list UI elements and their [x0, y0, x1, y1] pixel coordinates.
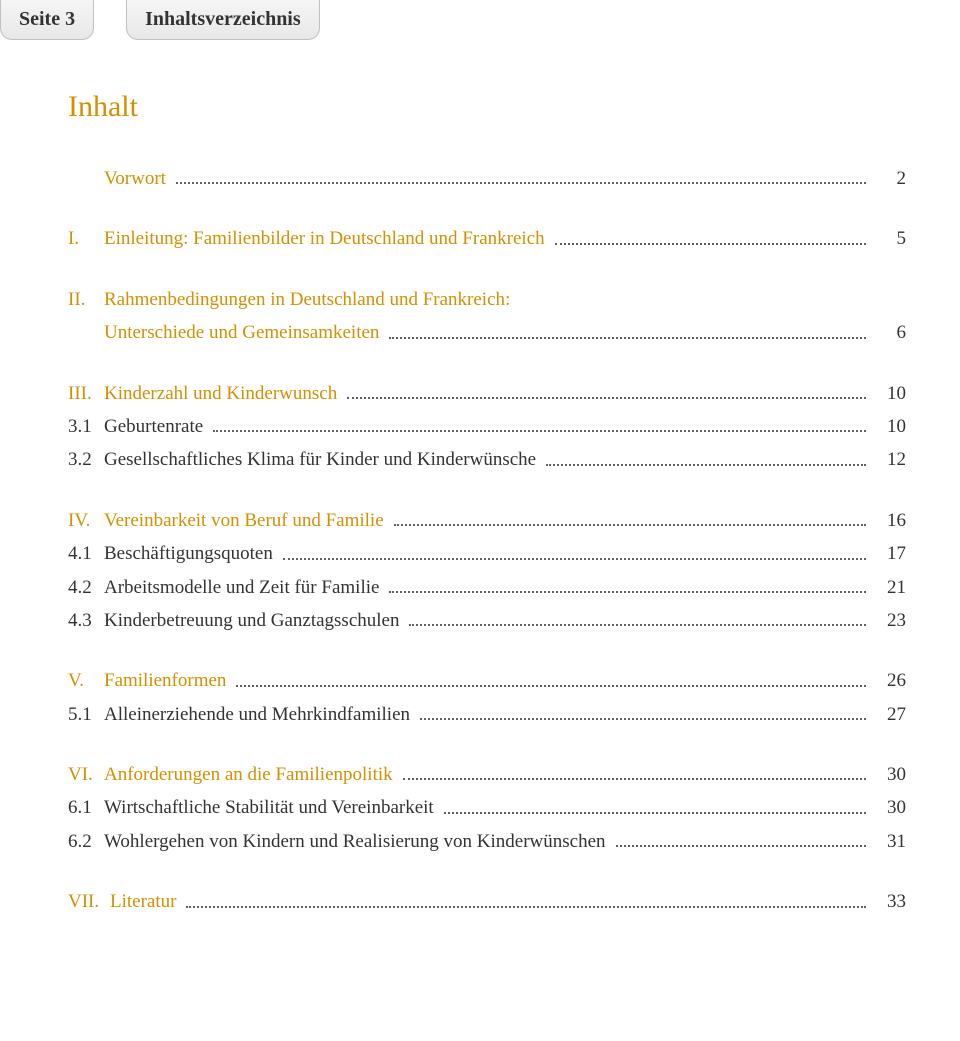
toc-leader: [420, 718, 866, 720]
toc-leader: [546, 464, 866, 466]
toc-number: VII.: [68, 887, 110, 917]
toc-label: Alleinerziehende und Mehrkindfamilien: [104, 700, 416, 730]
toc-entry-vorwort[interactable]: Vorwort 2: [68, 164, 906, 194]
toc-label: Einleitung: Familienbilder in Deutschlan…: [104, 224, 551, 254]
tab-section: Inhaltsverzeichnis: [126, 0, 320, 40]
toc-page: 17: [870, 539, 906, 569]
toc-label: Vorwort: [104, 164, 172, 194]
toc-entry-1[interactable]: I. Einleitung: Familienbilder in Deutsch…: [68, 224, 906, 254]
toc-leader: [555, 243, 866, 245]
header-tabs: Seite 3 Inhaltsverzeichnis: [0, 0, 320, 40]
toc-label: Wirtschaftliche Stabilität und Vereinbar…: [104, 793, 440, 823]
toc-number: 6.2: [68, 827, 104, 857]
toc-label: Wohlergehen von Kindern und Realisierung…: [104, 827, 612, 857]
toc-label: Rahmenbedingungen in Deutschland und Fra…: [104, 285, 516, 315]
toc-number: III.: [68, 379, 104, 409]
toc-leader: [283, 558, 866, 560]
toc-number: 4.1: [68, 539, 104, 569]
toc-number: VI.: [68, 760, 104, 790]
toc-entry-3-2[interactable]: 3.2 Gesellschaftliches Klima für Kinder …: [68, 445, 906, 475]
toc-entry-6-1[interactable]: 6.1 Wirtschaftliche Stabilität und Verei…: [68, 793, 906, 823]
toc-leader: [444, 812, 866, 814]
tab-page: Seite 3: [0, 0, 94, 40]
toc-entry-5[interactable]: V. Familienformen 26: [68, 666, 906, 696]
toc-entry-7[interactable]: VII. Literatur 33: [68, 887, 906, 917]
toc-number: IV.: [68, 506, 104, 536]
toc-number: 4.3: [68, 606, 104, 636]
toc-leader: [236, 685, 866, 687]
toc-page: 12: [870, 445, 906, 475]
toc-number: 3.2: [68, 445, 104, 475]
content-area: Inhalt Vorwort 2 I. Einleitung: Familien…: [0, 0, 960, 988]
toc-leader: [394, 524, 866, 526]
toc-label: Geburtenrate: [104, 412, 209, 442]
toc-label: Beschäftigungsquoten: [104, 539, 279, 569]
toc-number: II.: [68, 285, 104, 315]
toc-entry-6-2[interactable]: 6.2 Wohlergehen von Kindern und Realisie…: [68, 827, 906, 857]
toc-entry-2-line1[interactable]: II. Rahmenbedingungen in Deutschland und…: [68, 285, 906, 315]
toc-entry-5-1[interactable]: 5.1 Alleinerziehende und Mehrkindfamilie…: [68, 700, 906, 730]
toc-page: 30: [870, 760, 906, 790]
toc-number: 6.1: [68, 793, 104, 823]
toc-leader: [213, 430, 866, 432]
toc-page: 30: [870, 793, 906, 823]
toc-page: 2: [870, 164, 906, 194]
toc-number: 3.1: [68, 412, 104, 442]
toc-page: 10: [870, 412, 906, 442]
toc-leader: [347, 397, 866, 399]
toc-entry-6[interactable]: VI. Anforderungen an die Familienpolitik…: [68, 760, 906, 790]
toc-leader: [176, 182, 866, 184]
toc-label: Arbeitsmodelle und Zeit für Familie: [104, 573, 385, 603]
toc-label: Vereinbarkeit von Beruf und Familie: [104, 506, 390, 536]
toc-page: 6: [870, 318, 906, 348]
toc-leader: [409, 624, 866, 626]
toc-label: Kinderbetreuung und Ganztagsschulen: [104, 606, 405, 636]
page-title: Inhalt: [68, 90, 906, 124]
toc-number: V.: [68, 666, 104, 696]
toc-page: 10: [870, 379, 906, 409]
toc-entry-4-2[interactable]: 4.2 Arbeitsmodelle und Zeit für Familie …: [68, 573, 906, 603]
toc-label: Unterschiede und Gemeinsamkeiten: [104, 318, 385, 348]
table-of-contents: Vorwort 2 I. Einleitung: Familienbilder …: [68, 164, 906, 918]
toc-label: Literatur: [110, 887, 182, 917]
toc-page: 21: [870, 573, 906, 603]
toc-label: Gesellschaftliches Klima für Kinder und …: [104, 445, 542, 475]
toc-label: Anforderungen an die Familienpolitik: [104, 760, 399, 790]
toc-page: 26: [870, 666, 906, 696]
toc-entry-2-line2[interactable]: Unterschiede und Gemeinsamkeiten 6: [68, 318, 906, 348]
toc-leader: [186, 906, 866, 908]
toc-label: Familienformen: [104, 666, 232, 696]
toc-number: 4.2: [68, 573, 104, 603]
toc-leader: [389, 591, 866, 593]
toc-number: I.: [68, 224, 104, 254]
toc-page: 31: [870, 827, 906, 857]
toc-entry-4[interactable]: IV. Vereinbarkeit von Beruf und Familie …: [68, 506, 906, 536]
toc-page: 23: [870, 606, 906, 636]
toc-leader: [403, 778, 866, 780]
toc-entry-3-1[interactable]: 3.1 Geburtenrate 10: [68, 412, 906, 442]
toc-entry-3[interactable]: III. Kinderzahl und Kinderwunsch 10: [68, 379, 906, 409]
toc-page: 16: [870, 506, 906, 536]
toc-page: 27: [870, 700, 906, 730]
toc-page: 5: [870, 224, 906, 254]
toc-leader: [389, 337, 866, 339]
toc-entry-4-3[interactable]: 4.3 Kinderbetreuung und Ganztagsschulen …: [68, 606, 906, 636]
toc-entry-4-1[interactable]: 4.1 Beschäftigungsquoten 17: [68, 539, 906, 569]
toc-number: 5.1: [68, 700, 104, 730]
toc-leader: [616, 845, 866, 847]
toc-label: Kinderzahl und Kinderwunsch: [104, 379, 343, 409]
toc-page: 33: [870, 887, 906, 917]
